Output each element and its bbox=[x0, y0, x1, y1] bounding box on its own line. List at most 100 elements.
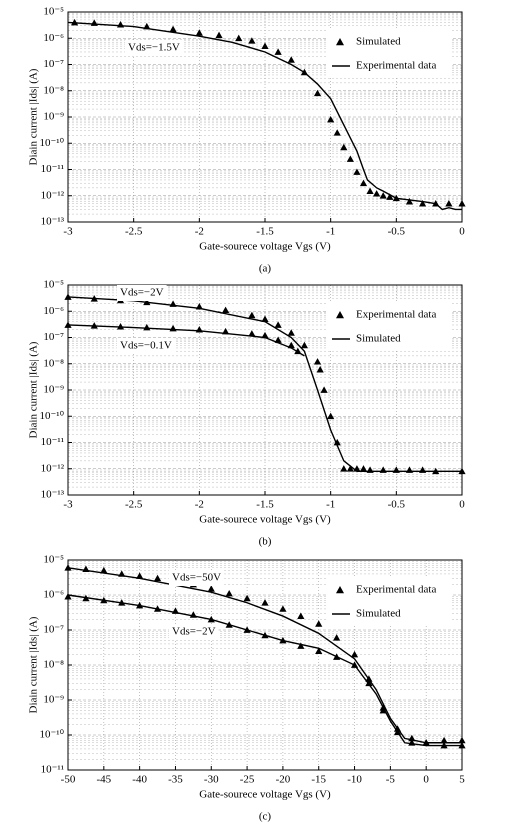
series-line bbox=[67, 567, 462, 744]
triangle-marker bbox=[248, 311, 256, 319]
x-tick-label: 0 bbox=[459, 226, 465, 238]
y-tick-label: 10⁻⁶ bbox=[43, 32, 64, 44]
triangle-marker bbox=[274, 48, 282, 55]
x-tick-label: -2 bbox=[195, 226, 204, 238]
x-tick-label: -1.5 bbox=[256, 226, 274, 238]
y-tick-label: 10⁻⁵ bbox=[43, 279, 64, 291]
annotation-bg bbox=[117, 338, 175, 354]
y-axis-label: Diain current |Ids| (A) bbox=[28, 616, 40, 713]
caption: (c) bbox=[259, 811, 272, 823]
series-line bbox=[67, 21, 462, 211]
triangle-marker bbox=[261, 315, 269, 323]
x-axis-label: Gate-sourece voltage Vgs (V) bbox=[199, 514, 331, 526]
y-tick-label: 10⁻¹³ bbox=[41, 216, 65, 228]
x-axis-label: Gate-sourece voltage Vgs (V) bbox=[199, 241, 331, 253]
triangle-marker bbox=[297, 612, 305, 619]
legend-label: Simulated bbox=[356, 333, 401, 345]
legend-label: Experimental data bbox=[356, 584, 436, 596]
annotation: Vds=−1.5V bbox=[128, 42, 180, 54]
x-tick-label: -2.5 bbox=[125, 226, 143, 238]
series-line bbox=[67, 296, 462, 472]
series-line bbox=[67, 594, 462, 747]
legend-marker bbox=[336, 311, 344, 319]
triangle-marker bbox=[287, 56, 295, 63]
triangle-marker bbox=[350, 650, 359, 658]
x-tick-label: -3 bbox=[63, 499, 73, 511]
annotation-bg bbox=[169, 624, 219, 640]
caption: (b) bbox=[259, 536, 272, 548]
x-tick-label: -30 bbox=[204, 774, 219, 786]
annotation: Vds=−0.1V bbox=[120, 340, 172, 352]
legend-box bbox=[326, 303, 452, 351]
y-tick-label: 10⁻⁷ bbox=[43, 624, 64, 636]
x-tick-label: -3 bbox=[63, 226, 73, 238]
legend-label: Experimental data bbox=[356, 309, 436, 321]
triangle-marker bbox=[315, 620, 323, 627]
triangle-marker bbox=[222, 306, 230, 314]
triangle-marker bbox=[320, 386, 328, 393]
triangle-marker bbox=[279, 605, 287, 612]
legend-label: Simulated bbox=[356, 36, 401, 48]
triangle-marker bbox=[243, 594, 251, 602]
x-tick-label: -5 bbox=[386, 774, 396, 786]
legend-label: Experimental data bbox=[356, 60, 436, 72]
y-tick-label: 10⁻¹⁰ bbox=[39, 137, 64, 149]
triangle-marker bbox=[261, 42, 269, 50]
x-tick-label: 0 bbox=[423, 774, 429, 786]
y-axis-label: Diain current |Ids| (A) bbox=[28, 341, 40, 438]
y-tick-label: 10⁻⁷ bbox=[43, 331, 64, 343]
triangle-marker bbox=[64, 293, 72, 300]
triangle-marker bbox=[379, 192, 387, 199]
triangle-marker bbox=[64, 593, 72, 600]
triangle-marker bbox=[207, 585, 215, 592]
triangle-marker bbox=[248, 37, 256, 44]
x-tick-label: 0 bbox=[459, 499, 465, 511]
triangle-marker bbox=[340, 143, 348, 151]
y-tick-label: 10⁻⁹ bbox=[43, 384, 64, 396]
triangle-marker bbox=[346, 465, 354, 472]
triangle-marker bbox=[100, 566, 108, 574]
x-tick-label: -2.5 bbox=[125, 499, 143, 511]
y-tick-label: 10⁻¹⁰ bbox=[39, 410, 64, 422]
triangle-marker bbox=[419, 200, 427, 207]
y-tick-label: 10⁻⁹ bbox=[43, 694, 64, 706]
triangle-marker bbox=[248, 330, 256, 337]
triangle-marker bbox=[297, 642, 305, 649]
triangle-marker bbox=[346, 155, 354, 162]
triangle-marker bbox=[316, 365, 324, 373]
y-tick-label: 10⁻⁸ bbox=[43, 84, 64, 96]
triangle-marker bbox=[366, 187, 374, 195]
annotation: Vds=−2V bbox=[120, 287, 164, 299]
x-tick-label: -45 bbox=[96, 774, 111, 786]
triangle-marker bbox=[215, 31, 223, 39]
x-tick-label: -35 bbox=[168, 774, 183, 786]
triangle-marker bbox=[136, 572, 144, 579]
triangle-marker bbox=[169, 25, 177, 33]
triangle-marker bbox=[195, 29, 203, 36]
triangle-marker bbox=[353, 168, 361, 175]
y-tick-label: 10⁻⁶ bbox=[43, 305, 64, 317]
triangle-marker bbox=[313, 358, 322, 365]
y-tick-label: 10⁻⁹ bbox=[43, 111, 64, 123]
triangle-marker bbox=[313, 89, 322, 97]
x-tick-label: 5 bbox=[459, 774, 465, 786]
y-tick-label: 10⁻⁸ bbox=[43, 659, 64, 671]
x-tick-label: -0.5 bbox=[388, 226, 406, 238]
y-tick-label: 10⁻¹¹ bbox=[41, 436, 64, 448]
triangle-marker bbox=[386, 193, 394, 200]
legend-box bbox=[326, 578, 452, 626]
triangle-marker bbox=[274, 321, 282, 328]
triangle-marker bbox=[225, 589, 233, 597]
y-tick-label: 10⁻⁷ bbox=[43, 58, 64, 70]
triangle-marker bbox=[70, 18, 79, 26]
plot-frame bbox=[67, 559, 463, 771]
triangle-marker bbox=[327, 412, 335, 420]
y-tick-label: 10⁻¹¹ bbox=[41, 764, 64, 776]
triangle-marker bbox=[64, 564, 72, 571]
y-tick-label: 10⁻⁶ bbox=[43, 589, 64, 601]
annotation-bg bbox=[125, 40, 183, 56]
legend-marker bbox=[336, 586, 344, 594]
x-tick-label: -1.5 bbox=[256, 499, 274, 511]
triangle-marker bbox=[315, 647, 323, 654]
